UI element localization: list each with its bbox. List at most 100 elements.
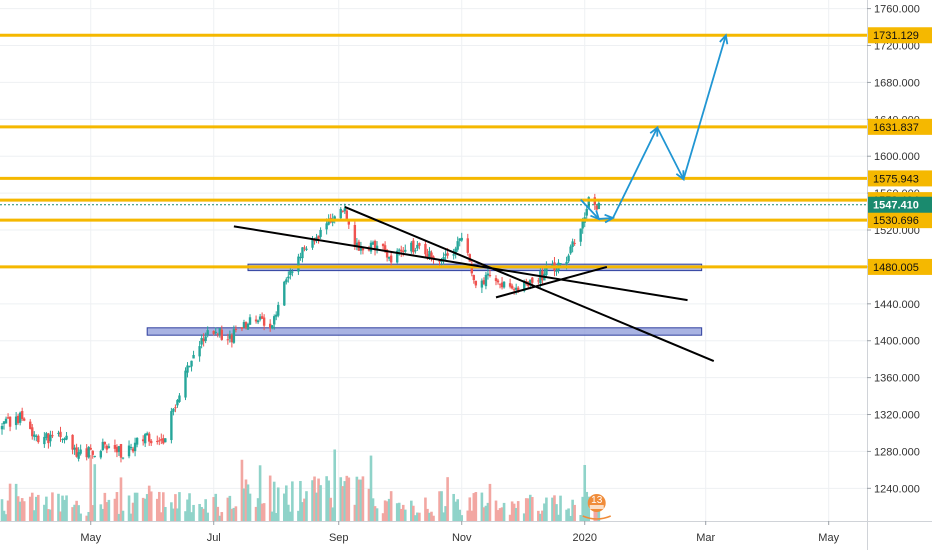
candle-body[interactable] [160,439,163,441]
candle-body[interactable] [383,245,387,251]
trendline[interactable] [495,265,608,299]
candle-body[interactable] [319,229,322,237]
candle-body[interactable] [375,245,379,251]
candle-body[interactable] [468,254,471,262]
candle-body[interactable] [355,242,359,246]
candle-body[interactable] [510,285,514,289]
candle-body[interactable] [446,253,449,256]
candle-body[interactable] [440,260,443,262]
candle-body[interactable] [258,316,262,320]
candle-body[interactable] [87,447,90,458]
candle-body[interactable] [416,244,419,249]
candle-body[interactable] [595,205,599,210]
candle-body[interactable] [579,228,582,242]
candle-body[interactable] [101,441,105,450]
candle-body[interactable] [232,329,236,343]
candle-body[interactable] [107,446,111,448]
candle-body[interactable] [488,275,492,277]
candle-body[interactable] [369,242,373,252]
candle-body[interactable] [93,455,96,457]
candle-body[interactable] [176,400,179,406]
candle-body[interactable] [432,256,435,259]
candle-body[interactable] [202,338,205,342]
candle-body[interactable] [164,438,167,443]
candle-body[interactable] [75,447,78,457]
candle-body[interactable] [204,336,207,342]
candle-body[interactable] [135,437,139,445]
candlesticks[interactable] [0,193,601,463]
candle-body[interactable] [234,328,238,330]
horizontal-levels[interactable] [0,33,867,269]
candle-body[interactable] [442,257,445,260]
candle-body[interactable] [514,287,518,290]
candle-body[interactable] [148,433,151,442]
candle-body[interactable] [291,271,294,273]
candle-body[interactable] [8,416,12,427]
candle-body[interactable] [121,457,125,459]
candle-body[interactable] [277,304,280,316]
candle-body[interactable] [20,411,24,419]
candle-body[interactable] [285,279,288,283]
trendline[interactable] [233,225,688,302]
candle-body[interactable] [35,435,38,437]
candle-body[interactable] [585,208,588,216]
candle-body[interactable] [105,445,109,450]
candle-body[interactable] [172,408,175,412]
event-badge[interactable]: 13 [582,494,612,520]
candle-body[interactable] [311,239,314,248]
candle-body[interactable] [438,260,441,262]
candle-body[interactable] [482,280,486,284]
candle-body[interactable] [428,250,431,258]
candle-body[interactable] [418,243,421,246]
candle-body[interactable] [49,434,52,442]
candle-body[interactable] [496,280,500,283]
candle-body[interactable] [410,242,413,252]
candle-body[interactable] [387,256,391,259]
trendline[interactable] [344,206,715,362]
candle-body[interactable] [158,440,161,442]
candle-body[interactable] [555,270,558,272]
candle-body[interactable] [424,244,427,255]
candle-body[interactable] [480,280,484,288]
candle-body[interactable] [129,447,133,449]
candle-body[interactable] [127,445,131,457]
candle-body[interactable] [444,253,447,256]
candle-body[interactable] [303,247,306,249]
candle-body[interactable] [71,434,74,450]
candle-body[interactable] [178,395,181,402]
candle-body[interactable] [347,220,351,225]
candle-body[interactable] [43,436,46,445]
candle-body[interactable] [198,346,201,357]
candle-body[interactable] [333,216,336,220]
candle-body[interactable] [400,249,403,252]
candle-body[interactable] [343,208,346,212]
candle-body[interactable] [184,370,187,398]
candle-body[interactable] [402,250,405,252]
candle-body[interactable] [470,263,474,274]
candle-body[interactable] [454,248,457,255]
candle-body[interactable] [31,427,34,437]
candle-body[interactable] [359,246,363,251]
candle-body[interactable] [242,322,246,328]
candle-body[interactable] [0,426,4,430]
candle-body[interactable] [22,418,26,421]
candle-body[interactable] [508,283,512,287]
candle-body[interactable] [484,274,488,287]
candle-body[interactable] [381,243,385,247]
candle-body[interactable] [260,316,264,319]
candle-body[interactable] [99,450,103,458]
candle-body[interactable] [559,263,562,265]
candle-body[interactable] [571,241,574,248]
candle-body[interactable] [569,246,572,254]
trendlines[interactable] [233,206,715,362]
candle-body[interactable] [412,240,415,253]
candle-body[interactable] [228,334,232,339]
candle-body[interactable] [150,440,153,444]
support-zone[interactable] [146,327,703,336]
candle-body[interactable] [287,276,290,279]
candle-body[interactable] [460,237,463,241]
candle-body[interactable] [89,447,92,450]
candle-body[interactable] [305,248,308,250]
candle-body[interactable] [214,331,217,334]
